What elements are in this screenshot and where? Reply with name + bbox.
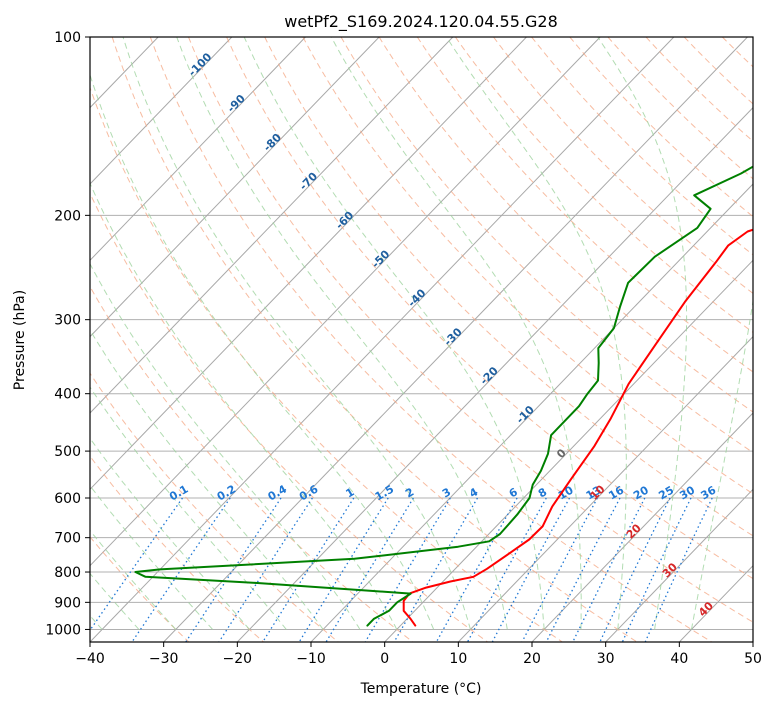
x-tick-label: 40 bbox=[670, 651, 688, 667]
dry-adiabat-line bbox=[111, 37, 638, 642]
plot-frame bbox=[89, 36, 754, 643]
dry-adiabat-line bbox=[90, 192, 488, 642]
isotherm-line bbox=[752, 641, 753, 642]
moist-adiabat-line bbox=[122, 37, 471, 630]
isotherm-line bbox=[384, 259, 753, 642]
moist-adiabat-line bbox=[90, 328, 324, 630]
y-tick-label: 400 bbox=[54, 387, 81, 403]
dry-adiabat-line bbox=[90, 372, 339, 642]
temperature-profile-line bbox=[402, 228, 753, 627]
y-tick-label: 600 bbox=[54, 491, 81, 507]
moist-adiabat-line bbox=[597, 37, 688, 630]
isotherm-line bbox=[90, 37, 306, 262]
moist-adiabat-line bbox=[243, 37, 545, 630]
mixing-ratio-line bbox=[218, 497, 313, 642]
y-tick-label: 800 bbox=[54, 565, 81, 581]
chart-title: wetPf2_S169.2024.120.04.55.G28 bbox=[284, 12, 558, 32]
moist-adiabat-line bbox=[690, 297, 753, 630]
dry-adiabat-line bbox=[760, 37, 775, 642]
mixing-ratio-line bbox=[545, 497, 621, 642]
moist-adiabat-line bbox=[90, 73, 435, 630]
x-tick-label: −10 bbox=[296, 651, 326, 667]
mixing-ratio-line bbox=[90, 497, 184, 632]
axes: −40 −30 −20 −10 0 10 20 30 40 50 1000 900 800 700 600 5… bbox=[45, 30, 762, 667]
x-tick-label: 50 bbox=[744, 651, 762, 667]
y-tick-label: 500 bbox=[54, 444, 81, 460]
moist-adiabat-line bbox=[90, 386, 287, 630]
isotherm-line bbox=[457, 335, 753, 642]
dry-adiabat-line bbox=[188, 37, 753, 623]
dry-adiabat-line bbox=[645, 37, 753, 142]
moist-adiabat-line bbox=[445, 37, 627, 630]
x-tick-label: −20 bbox=[223, 651, 253, 667]
isotherm-line bbox=[531, 412, 753, 642]
isotherm-line bbox=[90, 37, 601, 567]
x-tick-label: 30 bbox=[597, 651, 615, 667]
dry-adiabat-line bbox=[607, 37, 753, 180]
x-axis-label: Temperature (°C) bbox=[360, 681, 482, 697]
dry-adiabat-line bbox=[531, 37, 753, 256]
moist-adiabat-line bbox=[90, 181, 398, 630]
plot-background bbox=[90, 37, 753, 642]
y-tick-label: 1000 bbox=[45, 622, 81, 638]
dry-adiabat-line bbox=[90, 86, 563, 642]
mixing-ratio-line bbox=[185, 497, 282, 642]
moist-adiabat-line bbox=[90, 572, 140, 630]
x-tick-label: −40 bbox=[75, 651, 105, 667]
y-tick-label: 200 bbox=[54, 208, 81, 224]
isotherm-line bbox=[90, 37, 380, 338]
dry-adiabat-line bbox=[416, 37, 753, 373]
dry-adiabat-line bbox=[493, 37, 753, 295]
x-tick-label: 20 bbox=[523, 651, 541, 667]
dry-adiabat-line bbox=[90, 285, 414, 642]
dry-adiabat-line bbox=[264, 37, 753, 537]
dry-adiabat-line bbox=[340, 37, 753, 454]
y-tick-label: 900 bbox=[54, 595, 81, 611]
profile-series bbox=[134, 165, 753, 627]
dry-adiabat-line bbox=[302, 37, 753, 495]
mixing-ratio-line bbox=[364, 497, 451, 642]
y-tick-label: 100 bbox=[54, 30, 81, 46]
moist-adiabat-line bbox=[90, 437, 250, 630]
mixing-ratio-line bbox=[599, 497, 671, 642]
isotherm-line bbox=[163, 37, 748, 642]
mixing-ratio-line bbox=[393, 497, 479, 642]
mixing-ratio-line bbox=[572, 497, 646, 642]
isotherm-line bbox=[90, 37, 527, 491]
x-tick-label: 10 bbox=[449, 651, 467, 667]
x-tick-label: 0 bbox=[380, 651, 389, 667]
dewpoint-profile-line bbox=[134, 165, 753, 627]
y-tick-label: 300 bbox=[54, 313, 81, 329]
x-tick-label: −30 bbox=[149, 651, 179, 667]
mixing-ratio-line bbox=[621, 497, 692, 642]
isotherm-line bbox=[605, 488, 753, 642]
y-axis-label: Pressure (hPa) bbox=[12, 290, 28, 390]
dry-adiabat-line bbox=[90, 536, 190, 642]
y-tick-label: 700 bbox=[54, 531, 81, 547]
dry-adiabat-line bbox=[149, 37, 712, 642]
dry-adiabat-line bbox=[226, 37, 753, 580]
isotherm-line bbox=[236, 106, 753, 642]
isotherm-line bbox=[90, 37, 454, 414]
isotherm-line bbox=[90, 37, 233, 185]
mixing-ratio-line bbox=[131, 497, 231, 642]
dry-adiabat-line bbox=[378, 37, 753, 413]
isotherm-line bbox=[0, 37, 11, 642]
mixing-ratio-line bbox=[644, 497, 713, 642]
isotherm-line bbox=[90, 37, 675, 642]
background-lines bbox=[0, 37, 775, 642]
moist-adiabat-line bbox=[176, 37, 508, 630]
